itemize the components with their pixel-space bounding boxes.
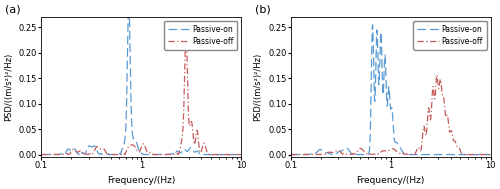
Legend: Passive-on, Passive-off: Passive-on, Passive-off bbox=[164, 21, 238, 50]
Text: (a): (a) bbox=[6, 4, 21, 14]
Y-axis label: PSD/((m/s²)²/Hz): PSD/((m/s²)²/Hz) bbox=[254, 53, 262, 121]
X-axis label: Frequency/(Hz): Frequency/(Hz) bbox=[356, 176, 425, 185]
Text: (b): (b) bbox=[254, 4, 270, 14]
X-axis label: Frequency/(Hz): Frequency/(Hz) bbox=[107, 176, 176, 185]
Y-axis label: PSD/((m/s²)²/Hz): PSD/((m/s²)²/Hz) bbox=[4, 53, 13, 121]
Legend: Passive-on, Passive-off: Passive-on, Passive-off bbox=[414, 21, 487, 50]
